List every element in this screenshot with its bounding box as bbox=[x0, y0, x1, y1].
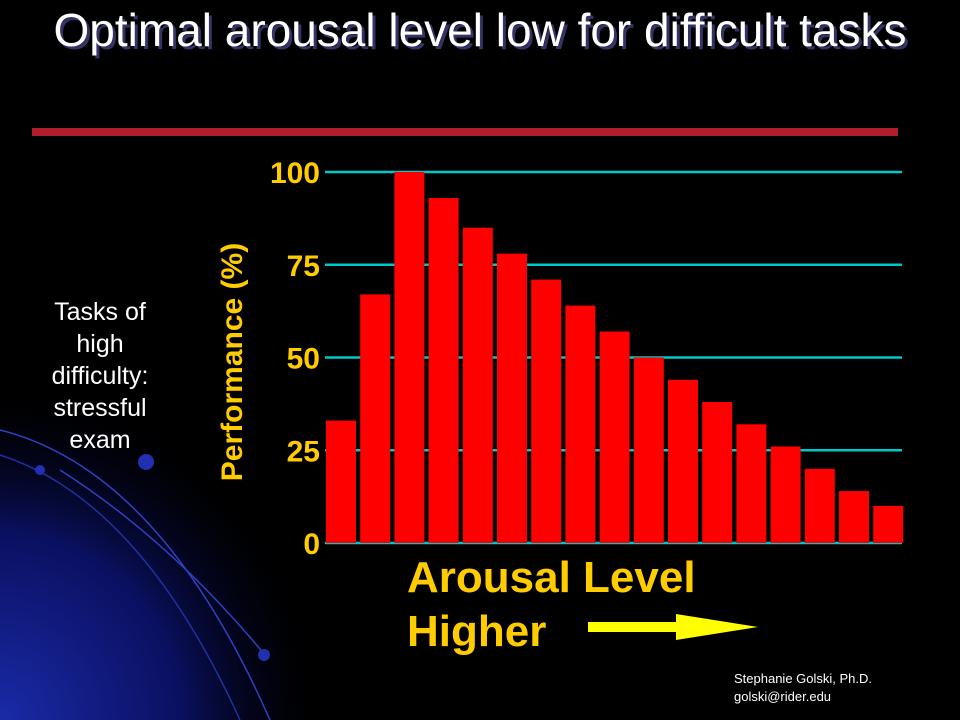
bar-16 bbox=[839, 491, 869, 543]
decor-dot bbox=[258, 649, 270, 661]
bar-6 bbox=[497, 253, 527, 543]
bar-11 bbox=[668, 379, 698, 543]
bar-4 bbox=[428, 198, 459, 543]
side-note-line: Tasks of bbox=[54, 298, 146, 326]
y-tick-label: 25 bbox=[287, 435, 320, 468]
side-note-line: stressful bbox=[53, 394, 147, 422]
side-note-line: high bbox=[76, 330, 124, 358]
y-tick-label: 75 bbox=[287, 250, 320, 283]
right-arrow-icon bbox=[588, 614, 758, 640]
side-note-line: difficulty: bbox=[51, 362, 149, 390]
bar-13 bbox=[736, 424, 767, 543]
y-tick-labels: 0 25 50 75 100 bbox=[270, 157, 320, 561]
bars bbox=[326, 172, 904, 543]
bar-15 bbox=[804, 468, 835, 543]
bar-17 bbox=[873, 505, 904, 543]
y-tick-label: 0 bbox=[303, 528, 320, 561]
y-axis-label: Performance (%) bbox=[216, 243, 249, 481]
title-underline bbox=[32, 128, 898, 136]
bar-5 bbox=[462, 227, 493, 543]
footer: Stephanie Golski, Ph.D. golski@rider.edu bbox=[734, 670, 872, 706]
bar-8 bbox=[565, 305, 596, 543]
bar-9 bbox=[599, 331, 630, 543]
performance-bar-chart: 0 25 50 75 100 Performance (%) Arousal Level… bbox=[216, 157, 904, 656]
side-note-line: exam bbox=[69, 426, 131, 454]
author-name: Stephanie Golski, Ph.D. bbox=[734, 671, 873, 686]
x-direction-label: Higher bbox=[407, 607, 546, 656]
author-email: golski@rider.edu bbox=[734, 689, 832, 704]
bar-7 bbox=[531, 279, 562, 543]
decor-dot bbox=[35, 465, 45, 475]
y-tick-label: 100 bbox=[270, 157, 320, 190]
bar-10 bbox=[633, 357, 664, 543]
bar-2 bbox=[360, 294, 391, 543]
bar-14 bbox=[770, 446, 801, 543]
y-tick-label: 50 bbox=[287, 343, 320, 376]
bar-12 bbox=[702, 402, 733, 543]
bar-1 bbox=[326, 420, 356, 543]
x-axis-label: Arousal Level bbox=[407, 553, 696, 602]
slide-title: Optimal arousal level low for difficult … bbox=[53, 4, 907, 56]
side-note: Tasks of high difficulty: stressful exam bbox=[20, 296, 180, 456]
decor-dot bbox=[138, 454, 154, 470]
bar-3 bbox=[394, 172, 425, 543]
